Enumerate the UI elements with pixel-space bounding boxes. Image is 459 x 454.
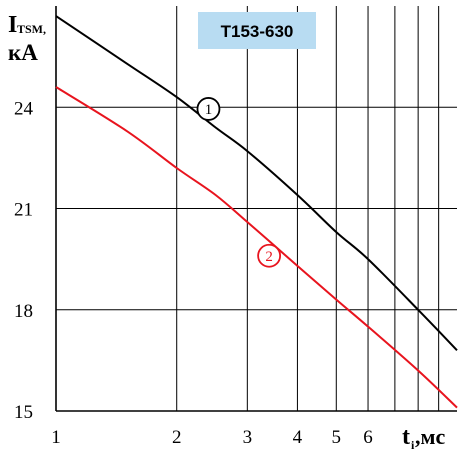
x-tick-label: 2: [172, 427, 182, 448]
marker-circle: [196, 97, 221, 121]
y-tick-label: 18: [14, 301, 33, 322]
y-axis-label: I TSM, кА: [8, 12, 46, 65]
x-label-unit: ,мс: [415, 424, 445, 449]
series-markers: 12: [196, 97, 282, 268]
series-line-1: [55, 15, 458, 351]
y-label-sub: TSM,: [17, 22, 46, 36]
chart-title: T153-630: [198, 12, 316, 49]
y-tick-label: 15: [14, 402, 33, 423]
x-tick-label: 6: [363, 427, 373, 448]
x-axis-label: t i ,мс: [402, 424, 445, 452]
y-tick-label: 24: [14, 98, 34, 119]
marker-label: 1: [205, 102, 213, 118]
title-text: T153-630: [221, 22, 294, 41]
grid: [56, 6, 457, 411]
plot-frame: [55, 6, 457, 412]
x-tick-label: 5: [332, 427, 342, 448]
x-label-sub: i: [411, 438, 415, 452]
series-lines: [55, 15, 458, 409]
series-line-2: [55, 86, 458, 409]
x-label-main: t: [402, 424, 410, 450]
marker-circle: [257, 243, 282, 268]
x-tick-label: 3: [243, 427, 253, 448]
y-tick-labels: 15 18 21 24: [14, 98, 34, 423]
series-marker-2: 2: [257, 243, 282, 268]
y-tick-label: 21: [14, 200, 33, 221]
title-background: [198, 12, 316, 49]
x-tick-label: 4: [293, 427, 303, 448]
y-label-main: I: [8, 12, 17, 38]
marker-label: 2: [265, 249, 273, 265]
y-label-unit: кА: [8, 40, 38, 65]
series-marker-1: 1: [196, 97, 221, 121]
x-tick-label: 1: [51, 427, 61, 448]
